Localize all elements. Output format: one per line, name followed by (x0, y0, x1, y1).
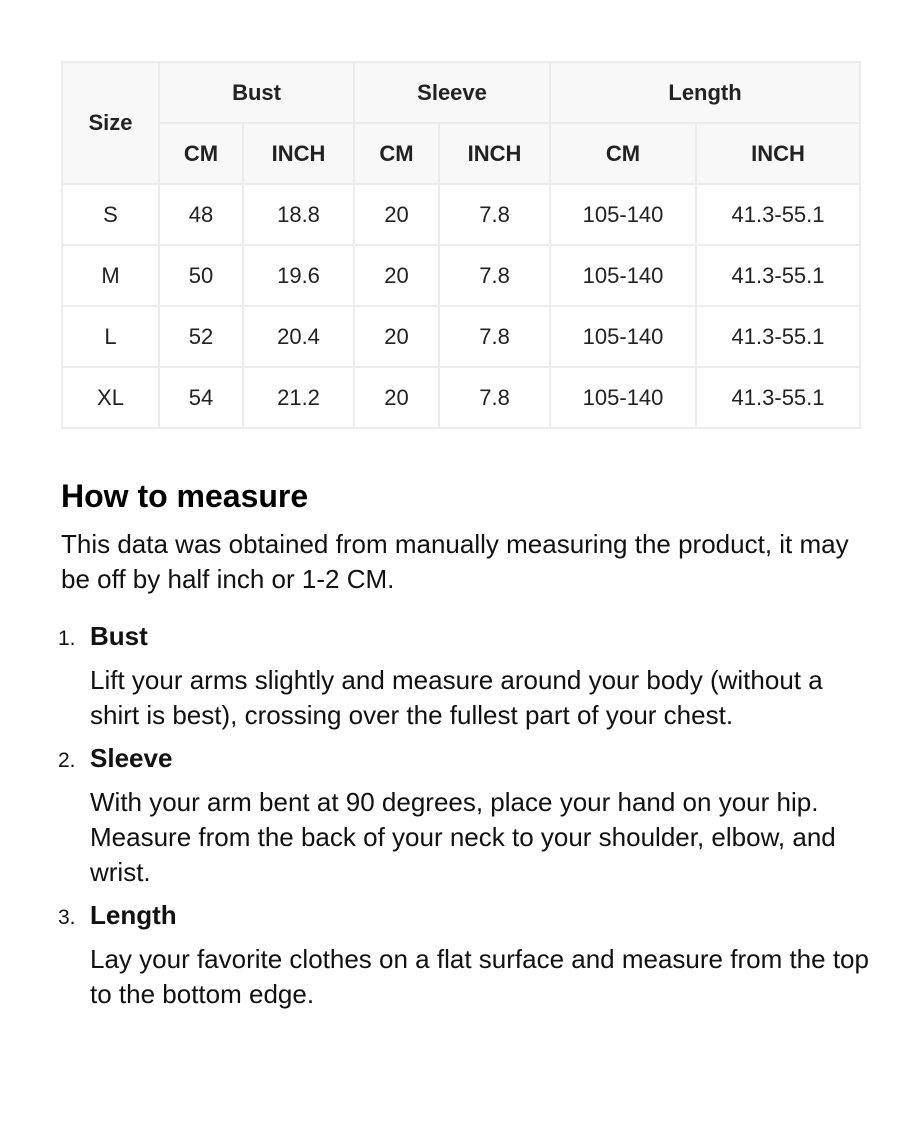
size-cell: M (61, 244, 160, 307)
step-title: Bust (90, 621, 148, 651)
value-cell: 7.8 (438, 305, 552, 368)
how-to-measure-section: How to measure This data was obtained fr… (58, 478, 871, 1022)
value-cell: 41.3-55.1 (695, 366, 862, 429)
table-row: M 50 19.6 20 7.8 105-140 41.3-55.1 (61, 244, 862, 307)
table-row: S 48 18.8 20 7.8 105-140 41.3-55.1 (61, 183, 862, 246)
step-number: 1. (58, 627, 76, 650)
unit-header: CM (549, 122, 698, 185)
value-cell: 19.6 (241, 244, 356, 307)
value-cell: 20.4 (241, 305, 356, 368)
length-header: Length (549, 61, 862, 124)
step-text: Lift your arms slightly and measure arou… (90, 665, 823, 730)
value-cell: 7.8 (438, 183, 552, 246)
size-chart-table: Size Bust Sleeve Length CM INCH CM INCH CM IN… (61, 61, 862, 429)
sleeve-header: Sleeve (353, 61, 552, 124)
table-row: XL 54 21.2 20 7.8 105-140 41.3-55.1 (61, 366, 862, 429)
step-title: Length (90, 900, 177, 930)
value-cell: 7.8 (438, 244, 552, 307)
value-cell: 105-140 (549, 366, 698, 429)
unit-header: INCH (241, 122, 356, 185)
value-cell: 20 (353, 305, 441, 368)
value-cell: 54 (158, 366, 244, 429)
unit-header: INCH (438, 122, 552, 185)
value-cell: 7.8 (438, 366, 552, 429)
value-cell: 41.3-55.1 (695, 305, 862, 368)
value-cell: 20 (353, 183, 441, 246)
value-cell: 41.3-55.1 (695, 244, 862, 307)
unit-header: INCH (695, 122, 862, 185)
size-cell: S (61, 183, 160, 246)
step-number: 2. (58, 749, 76, 772)
step-number: 3. (58, 906, 76, 929)
measure-steps: 1. Bust Lift your arms slightly and measur… (58, 621, 871, 1012)
table-row: L 52 20.4 20 7.8 105-140 41.3-55.1 (61, 305, 862, 368)
value-cell: 20 (353, 366, 441, 429)
intro-text: This data was obtained from manually mea… (61, 529, 849, 594)
step-text: With your arm bent at 90 degrees, place … (90, 787, 836, 887)
value-cell: 21.2 (241, 366, 356, 429)
measure-step: 3. Length Lay your favorite clothes on a f… (58, 900, 871, 1012)
value-cell: 41.3-55.1 (695, 183, 862, 246)
size-header: Size (61, 61, 160, 185)
value-cell: 105-140 (549, 244, 698, 307)
step-text: Lay your favorite clothes on a flat surf… (90, 944, 869, 1009)
size-cell: L (61, 305, 160, 368)
measure-step: 1. Bust Lift your arms slightly and measur… (58, 621, 871, 733)
value-cell: 105-140 (549, 305, 698, 368)
value-cell: 52 (158, 305, 244, 368)
measure-step: 2. Sleeve With your arm bent at 90 degrees… (58, 743, 871, 890)
value-cell: 18.8 (241, 183, 356, 246)
value-cell: 48 (158, 183, 244, 246)
section-title: How to measure (61, 478, 309, 514)
unit-header: CM (158, 122, 244, 185)
value-cell: 20 (353, 244, 441, 307)
value-cell: 50 (158, 244, 244, 307)
value-cell: 105-140 (549, 183, 698, 246)
bust-header: Bust (157, 61, 356, 124)
size-cell: XL (61, 366, 160, 429)
step-title: Sleeve (90, 743, 173, 773)
unit-header: CM (353, 122, 441, 185)
